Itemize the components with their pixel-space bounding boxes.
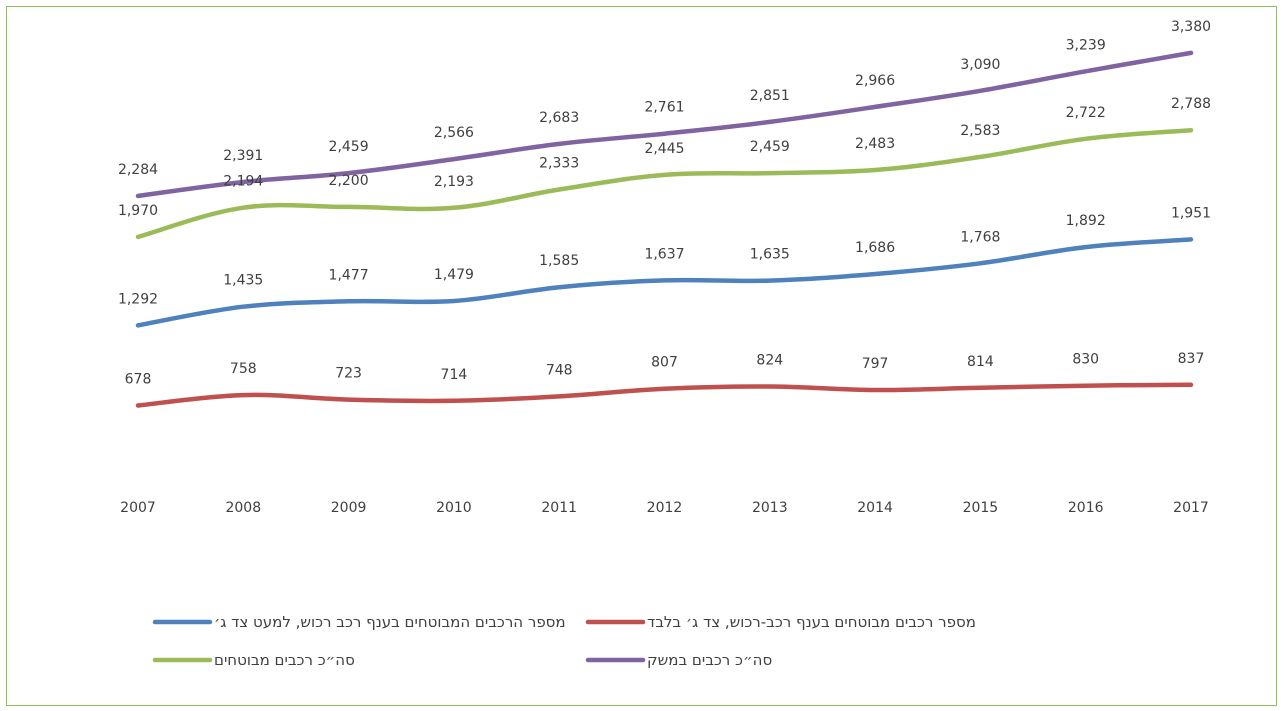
data-label: 2,566 xyxy=(434,125,474,141)
x-tick-label: 2014 xyxy=(857,500,893,516)
data-label: 2,966 xyxy=(855,73,895,89)
series-line-2 xyxy=(135,50,1194,199)
data-label: 1,686 xyxy=(855,240,895,256)
data-label: 1,951 xyxy=(1171,205,1211,221)
data-label: 1,637 xyxy=(644,246,684,262)
data-label: 758 xyxy=(230,361,257,377)
data-label: 1,292 xyxy=(118,291,158,307)
data-label: 2,683 xyxy=(539,110,579,126)
x-axis: 2007 2008 2009 2010 2011 2012 2013 2014 2015 2016… xyxy=(120,500,1209,516)
x-tick-label: 2009 xyxy=(331,500,367,516)
data-label: 3,239 xyxy=(1066,37,1106,53)
data-label: 1,435 xyxy=(223,273,263,289)
x-tick-label: 2008 xyxy=(225,500,261,516)
data-label: 3,380 xyxy=(1171,19,1211,35)
legend-item-0: מספר רכבים מבוטחים בענף רכב-רכוש, צד ג׳ … xyxy=(585,613,976,631)
legend: מספר רכבים מבוטחים בענף רכב-רכוש, צד ג׳ … xyxy=(152,613,976,669)
data-label: 830 xyxy=(1072,352,1099,368)
data-label: 2,333 xyxy=(539,156,579,172)
x-tick-label: 2015 xyxy=(963,500,999,516)
legend-item-2: סה״כ רכבים במשק xyxy=(585,651,772,669)
data-label: 2,194 xyxy=(223,174,263,190)
data-label: 1,768 xyxy=(960,229,1000,245)
series-3: 1,970 2,194 2,200 2,193 2,333 2,445 2,459 2,483… xyxy=(118,96,1211,240)
data-label: 678 xyxy=(125,372,152,388)
data-label: 2,722 xyxy=(1066,105,1106,121)
series-1: 1,292 1,435 1,477 1,479 1,585 1,637 1,635 1,686… xyxy=(118,205,1211,328)
legend-item-1: מספר הרכבים המבוטחים בענף רכב רכוש, למעט… xyxy=(152,613,566,631)
data-label: 2,459 xyxy=(750,139,790,155)
data-label: 2,459 xyxy=(329,139,369,155)
series-0: 678 758 723 714 748 807 824 797 814 830 837 xyxy=(125,351,1205,408)
data-label: 1,585 xyxy=(539,253,579,269)
data-label: 2,483 xyxy=(855,136,895,152)
data-label: 2,193 xyxy=(434,174,474,190)
x-tick-label: 2011 xyxy=(541,500,577,516)
data-label: 2,200 xyxy=(329,173,369,189)
x-tick-label: 2013 xyxy=(752,500,788,516)
legend-label: מספר הרכבים המבוטחים בענף רכב רכוש, למעט… xyxy=(214,613,566,631)
data-label: 824 xyxy=(756,352,783,368)
x-tick-label: 2017 xyxy=(1173,500,1209,516)
data-label: 814 xyxy=(967,354,994,370)
data-label: 2,391 xyxy=(223,148,263,164)
legend-label: סה״כ רכבים במשק xyxy=(647,651,772,669)
chart-frame xyxy=(6,6,1277,706)
legend-label: מספר רכבים מבוטחים בענף רכב-רכוש, צד ג׳ … xyxy=(647,613,976,631)
data-label: 1,477 xyxy=(329,267,369,283)
x-tick-label: 2012 xyxy=(647,500,683,516)
data-label: 2,284 xyxy=(118,162,158,178)
data-label: 723 xyxy=(335,366,362,382)
x-tick-label: 2010 xyxy=(436,500,472,516)
data-label: 807 xyxy=(651,355,678,371)
data-label: 1,970 xyxy=(118,203,158,219)
data-label: 3,090 xyxy=(960,57,1000,73)
series-line-3 xyxy=(135,127,1194,240)
data-label: 1,479 xyxy=(434,267,474,283)
x-tick-label: 2016 xyxy=(1068,500,1104,516)
data-label: 2,761 xyxy=(644,100,684,116)
series-line-0 xyxy=(135,382,1194,408)
legend-item-3: סה״כ רכבים מבוטחים xyxy=(152,651,355,669)
data-label: 2,788 xyxy=(1171,96,1211,112)
data-label: 1,892 xyxy=(1066,213,1106,229)
data-label: 714 xyxy=(441,367,468,383)
data-label: 837 xyxy=(1178,351,1205,367)
legend-label: סה״כ רכבים מבוטחים xyxy=(214,651,355,669)
data-label: 797 xyxy=(862,356,889,372)
data-label: 748 xyxy=(546,362,573,378)
data-label: 2,851 xyxy=(750,88,790,104)
series-line-1 xyxy=(135,237,1194,328)
data-label: 1,635 xyxy=(750,247,790,263)
data-label: 2,583 xyxy=(960,123,1000,139)
data-label: 2,445 xyxy=(644,141,684,157)
series-2: 2,284 2,391 2,459 2,566 2,683 2,761 2,851 2,966… xyxy=(118,19,1211,199)
x-tick-label: 2007 xyxy=(120,500,156,516)
